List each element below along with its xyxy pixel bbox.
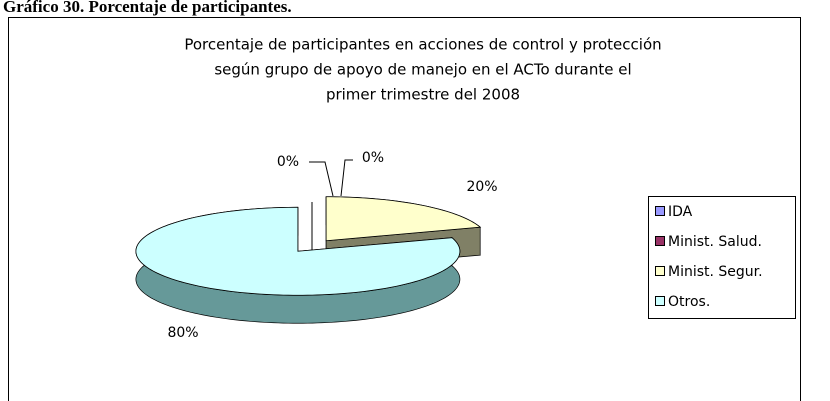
legend-label: Minist. Segur. [668,264,763,280]
legend-swatch [655,206,665,216]
data-label: 0% [277,154,299,170]
chart-title: Porcentaje de participantes en acciones … [184,36,661,54]
legend-box [648,196,796,319]
legend-label: IDA [668,204,693,220]
heading: Gráfico 30. Porcentaje de participantes. [3,0,292,16]
legend-swatch [655,296,665,306]
legend-swatch [655,266,665,276]
legend-swatch [655,236,665,246]
data-label: 20% [466,179,497,195]
data-label: 0% [362,150,384,166]
chart-title: primer trimestre del 2008 [326,86,520,104]
legend-label: Minist. Salud. [668,234,762,250]
chart-title: según grupo de apoyo de manejo en el ACT… [214,61,631,79]
legend-label: Otros. [668,294,710,310]
leader-line [309,159,353,197]
chart-border [8,17,801,401]
data-label: 80% [167,325,198,341]
slice [325,196,482,242]
slice [135,206,461,296]
